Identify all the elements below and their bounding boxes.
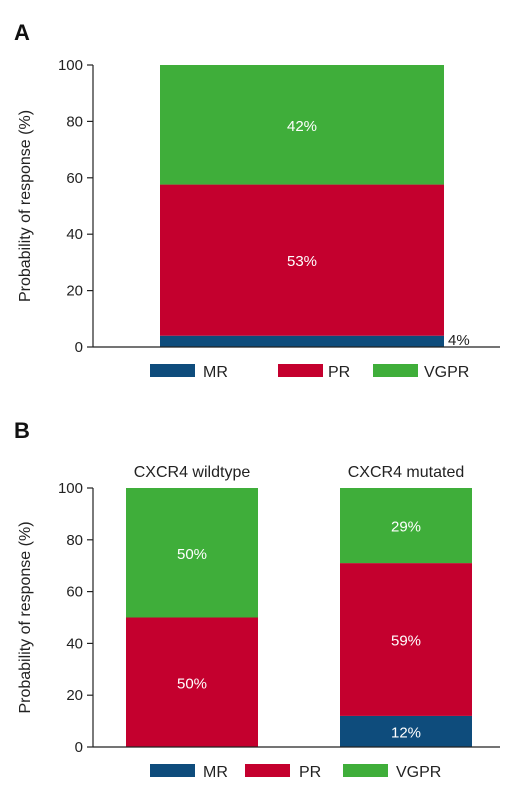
panel-a-legend-swatch-mr [150,364,195,377]
panel-b-category-label: CXCR4 wildtype [134,464,251,481]
panel-b-legend-swatch-pr [245,764,290,777]
panel-b-legend-label: PR [299,764,321,781]
panel-b-letter: B [14,418,30,443]
panel-b-legend-label: VGPR [396,764,441,781]
panel-a-bar-mr [160,335,444,347]
panel-b-y-axis-label: Probability of response (%) [17,521,34,713]
panel-b-data-label: 50% [177,675,207,692]
panel-a-y-axis-label: Probability of response (%) [17,110,34,302]
panel-b-y-tick-label: 20 [66,687,83,704]
panel-b-category-label: CXCR4 mutated [348,464,465,481]
panel-b-bar-mr [340,715,472,747]
panel-b-bar-pr [126,617,258,747]
panel-b-legend-label: MR [203,764,228,781]
panel-a-data-label: 42% [287,118,317,135]
panel-a-bar-pr [160,184,444,336]
panel-b-data-label: 50% [177,546,207,563]
panel-a-y-tick-label: 20 [66,283,83,300]
panel-a-bar-vgpr [160,65,444,185]
panel-b-chart: 0 20 40 60 80 100 Probability of response (%) 5… [17,464,500,781]
panel-a-legend-swatch-pr [278,364,323,377]
panel-a-y-tick-label: 80 [66,113,83,130]
panel-b-bar-vgpr [340,488,472,564]
panel-a-y-tick-label: 60 [66,170,83,187]
panel-b-y-tick-label: 100 [58,480,83,497]
panel-a-y-tick-label: 0 [75,339,83,356]
panel-b-bar-vgpr [126,488,258,618]
panel-a-legend-label: VGPR [424,364,469,381]
panel-a-data-label: 4% [448,332,470,349]
panel-a-data-label: 53% [287,253,317,270]
panel-b-legend-swatch-mr [150,764,195,777]
panel-b-y-tick-label: 40 [66,635,83,652]
panel-b-y-tick-label: 60 [66,584,83,601]
panel-a-y-tick-label: 40 [66,226,83,243]
panel-b-data-label: 29% [391,519,421,536]
panel-b-data-label: 12% [391,724,421,741]
panel-b-y-tick-label: 0 [75,739,83,756]
panel-b-bar-pr [340,563,472,716]
panel-b-data-label: 59% [391,633,421,650]
panel-a-y-tick-label: 100 [58,57,83,74]
panel-a-legend-label: MR [203,364,228,381]
panel-a-chart: 0 20 40 60 80 100 Probability of response (%) 4… [17,57,500,381]
panel-b-legend-swatch-vgpr [343,764,388,777]
panel-a-legend-label: PR [328,364,350,381]
panel-a-letter: A [14,20,30,45]
panel-a-legend-swatch-vgpr [373,364,418,377]
panel-b-y-tick-label: 80 [66,532,83,549]
